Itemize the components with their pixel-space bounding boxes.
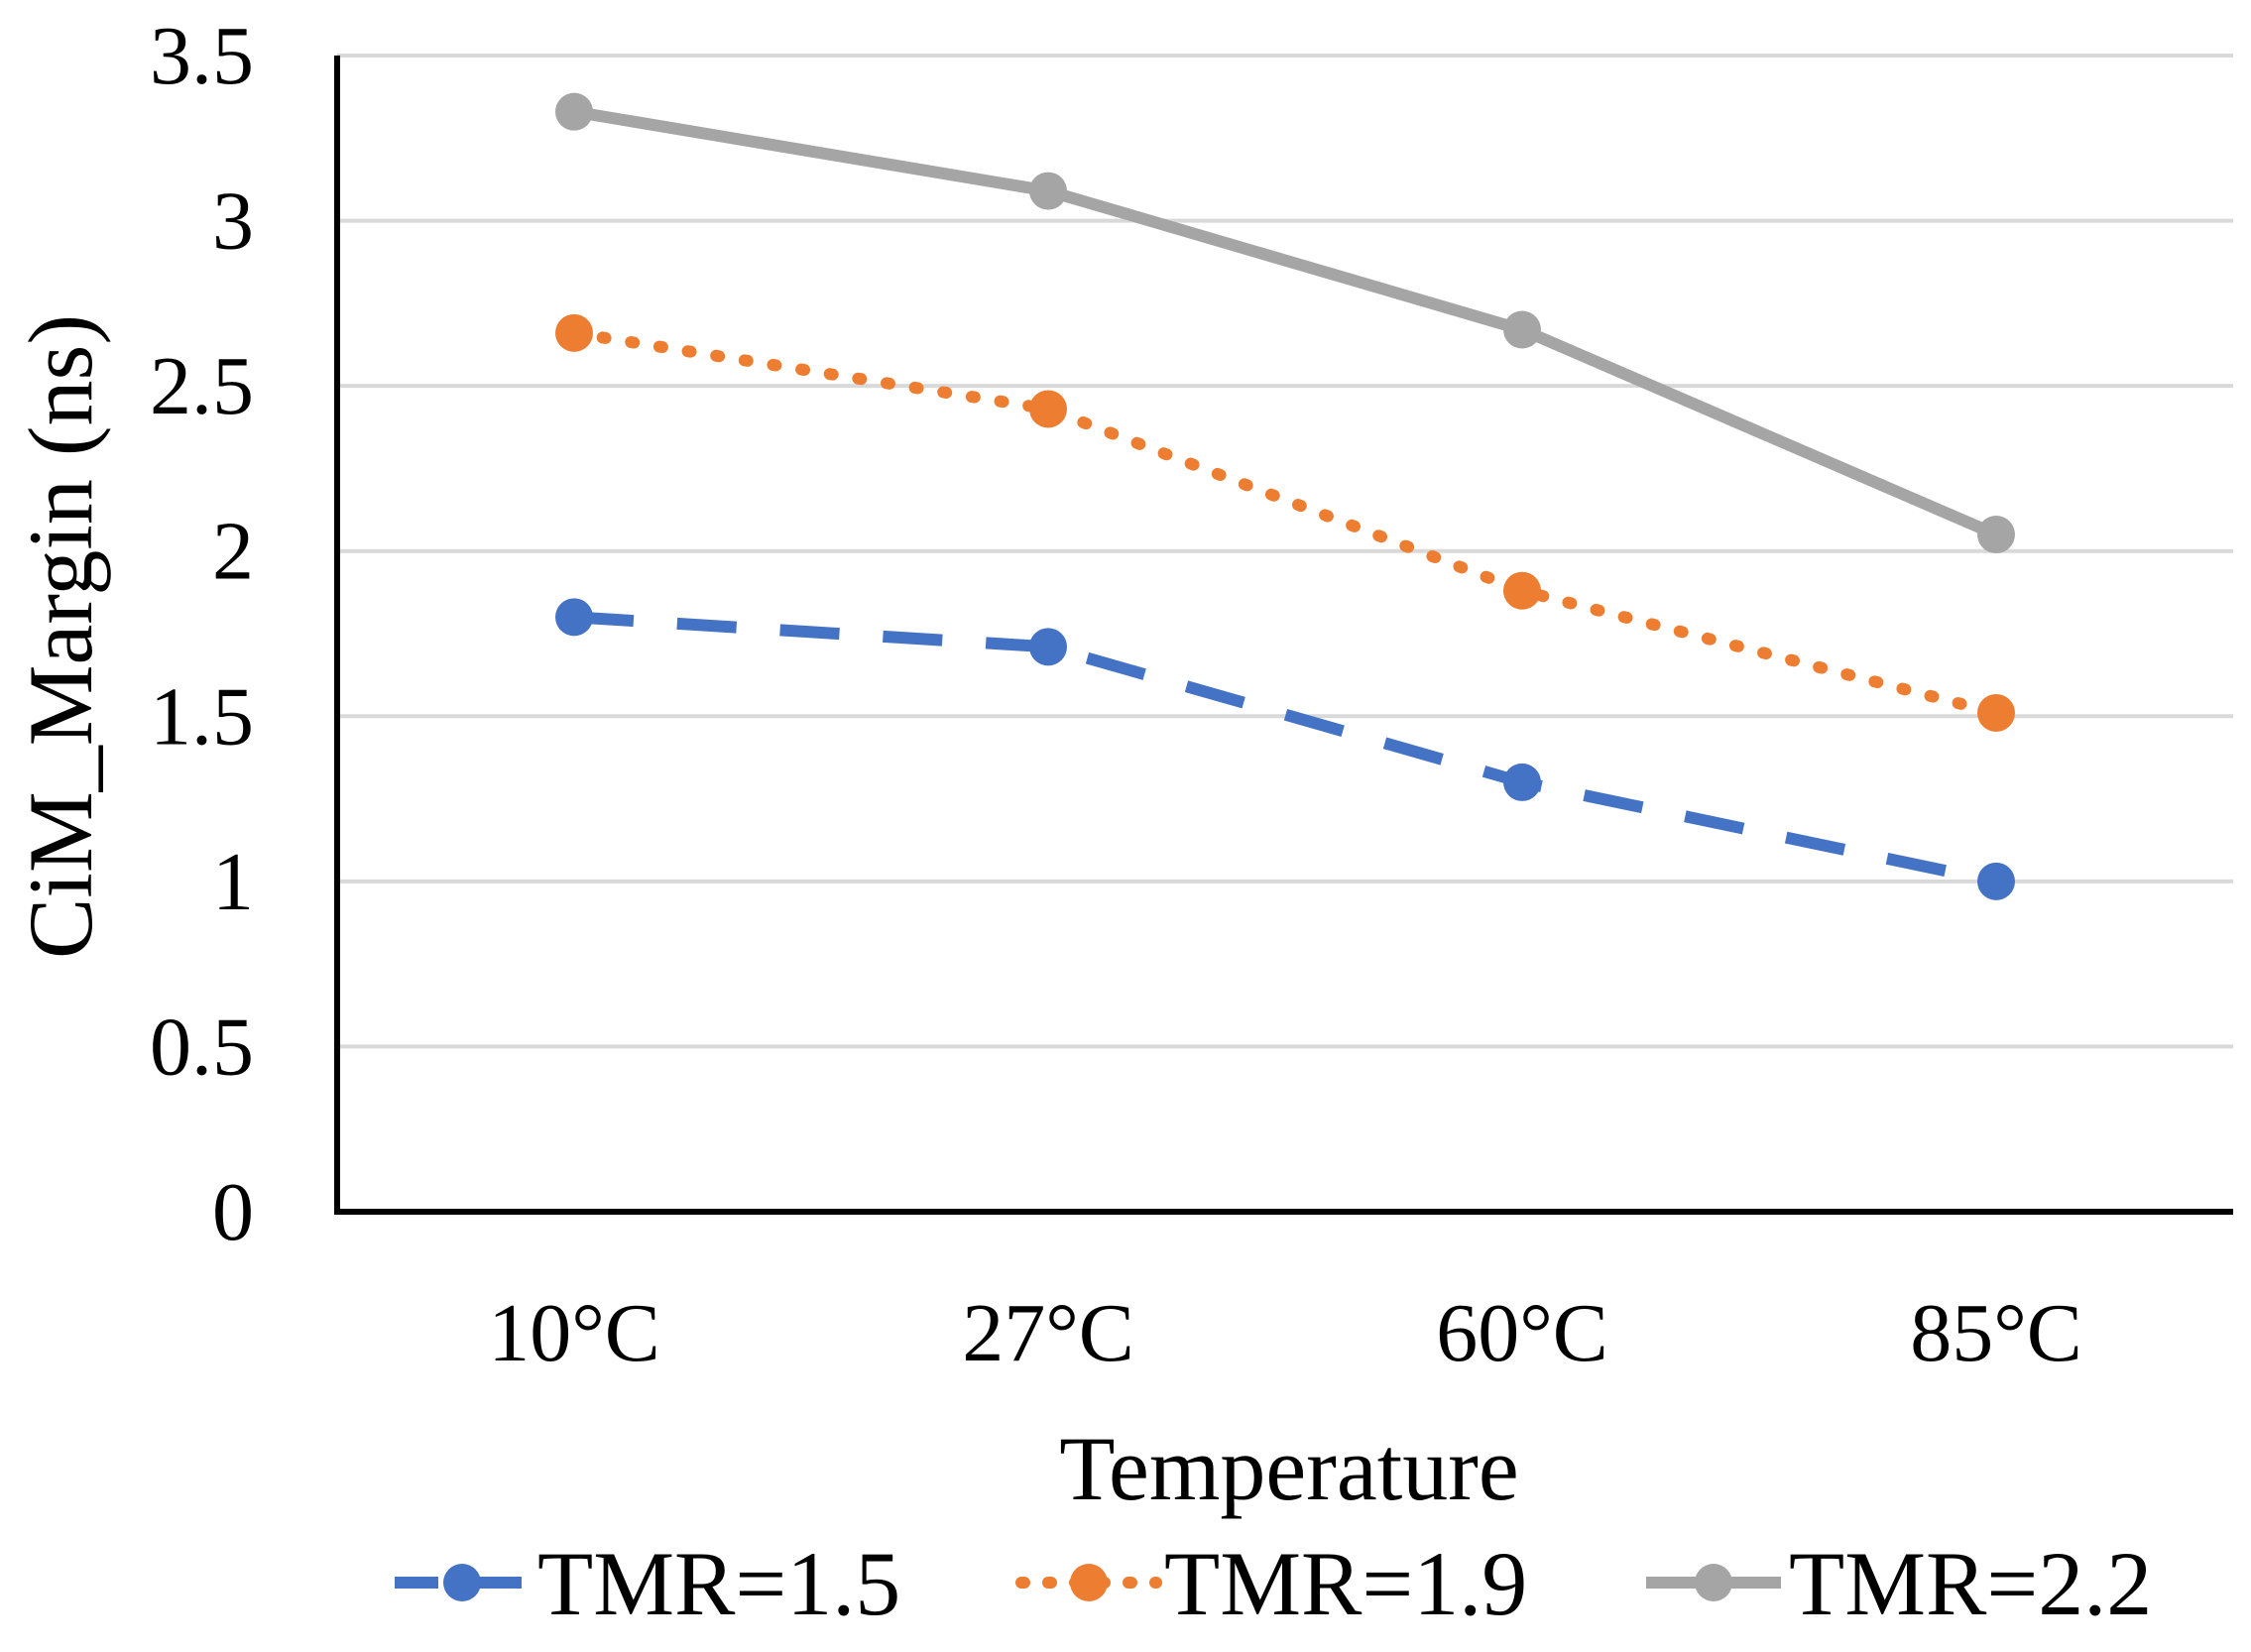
data-point bbox=[555, 92, 593, 131]
axis-lines bbox=[334, 56, 2233, 1215]
y-tick-label: 2 bbox=[212, 506, 254, 598]
x-tick-label: 27°C bbox=[962, 1287, 1134, 1379]
data-point bbox=[1029, 172, 1067, 210]
data-point bbox=[1503, 763, 1541, 801]
gridlines bbox=[337, 54, 2233, 1049]
x-axis-title: Temperature bbox=[1059, 1418, 1519, 1519]
x-tick-label: 10°C bbox=[488, 1287, 660, 1379]
data-point bbox=[1977, 862, 2015, 900]
y-tick-label: 3 bbox=[212, 176, 254, 268]
y-tick-label: 1.5 bbox=[150, 670, 254, 763]
legend-label: TMR=2.2 bbox=[1789, 1533, 2152, 1634]
legend-marker bbox=[1695, 1564, 1732, 1601]
series-1 bbox=[555, 598, 2015, 900]
series-line bbox=[573, 611, 1998, 887]
series-3 bbox=[555, 92, 2015, 554]
series-line bbox=[568, 326, 2002, 719]
data-point bbox=[1977, 693, 2015, 732]
axes bbox=[334, 56, 2233, 1215]
y-tick-label: 0 bbox=[212, 1166, 254, 1258]
series-line bbox=[573, 105, 1999, 540]
data-point bbox=[1029, 390, 1067, 428]
series-2 bbox=[555, 313, 2015, 732]
tick-labels: 0 0.5 1 1.5 2 2.5 3 3.5 10°C 27°C 60°C 85°C bbox=[150, 10, 2082, 1379]
x-tick-label: 60°C bbox=[1436, 1287, 1608, 1379]
legend: TMR=1.5 TMR=1.9 TMR=2.2 bbox=[395, 1533, 2152, 1634]
y-tick-label: 1 bbox=[212, 836, 254, 928]
legend-label: TMR=1.5 bbox=[537, 1533, 900, 1634]
y-axis-title: CiM_Margin (ns) bbox=[10, 314, 111, 959]
y-tick-label: 0.5 bbox=[150, 1001, 254, 1093]
legend-label: TMR=1.9 bbox=[1164, 1533, 1527, 1634]
data-point bbox=[1503, 571, 1541, 610]
y-tick-label: 3.5 bbox=[150, 10, 254, 102]
data-point bbox=[1977, 516, 2015, 554]
data-point bbox=[1029, 628, 1067, 666]
legend-marker bbox=[443, 1564, 481, 1601]
legend-item-1: TMR=1.5 bbox=[395, 1533, 900, 1634]
data-point bbox=[555, 598, 593, 637]
data-point bbox=[1503, 310, 1541, 349]
series-group bbox=[555, 92, 2015, 900]
legend-item-3: TMR=2.2 bbox=[1646, 1533, 2152, 1634]
legend-marker bbox=[1070, 1564, 1108, 1601]
x-tick-label: 85°C bbox=[1910, 1287, 2082, 1379]
legend-item-2: TMR=1.9 bbox=[1015, 1533, 1527, 1634]
y-tick-label: 2.5 bbox=[150, 340, 254, 432]
data-point bbox=[555, 313, 593, 352]
